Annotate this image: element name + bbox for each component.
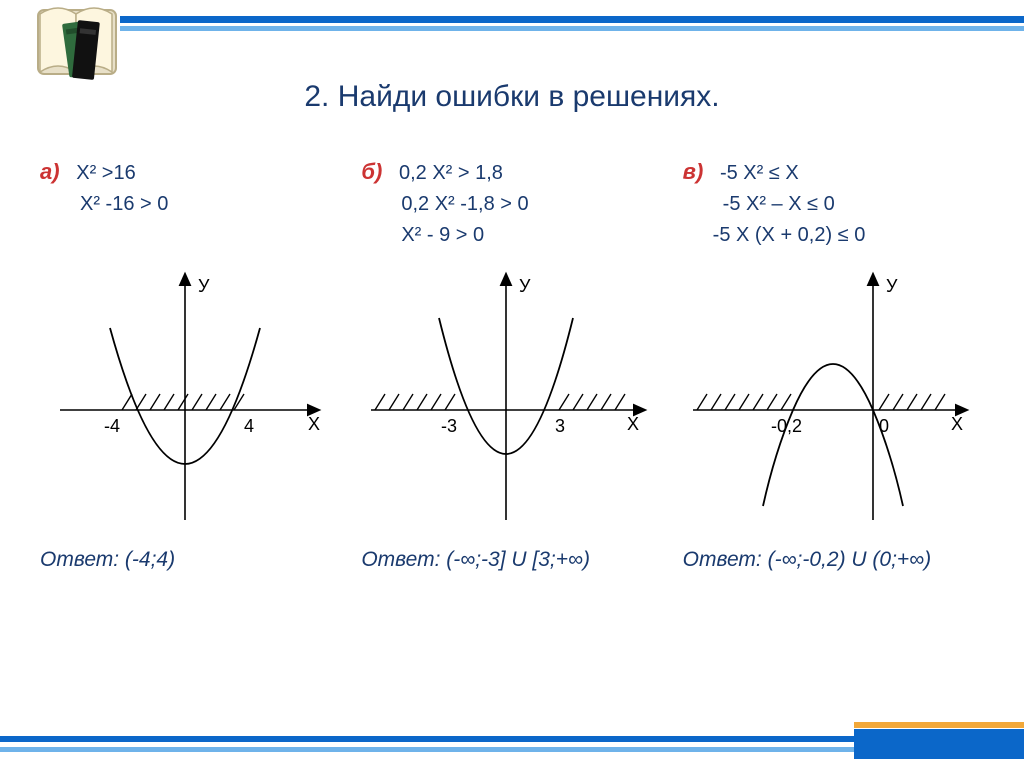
svg-text:У: У bbox=[519, 276, 531, 296]
svg-text:У: У bbox=[198, 276, 210, 296]
problem-a-graph: У Х -4 4 bbox=[40, 270, 330, 530]
problem-a-line1: Х² >16 bbox=[76, 162, 135, 184]
svg-text:Х: Х bbox=[951, 414, 963, 434]
problem-c-line1: -5 Х² ≤ Х bbox=[720, 162, 799, 184]
svg-text:3: 3 bbox=[555, 416, 565, 436]
svg-text:-4: -4 bbox=[104, 416, 120, 436]
problem-b-graph: У Х -3 3 bbox=[361, 270, 651, 530]
problem-c-label: в) bbox=[683, 159, 704, 184]
problem-c-line3: -5 Х (Х + 0,2) ≤ 0 bbox=[683, 220, 984, 251]
svg-text:Х: Х bbox=[308, 414, 320, 434]
svg-text:4: 4 bbox=[244, 416, 254, 436]
svg-text:У: У bbox=[886, 276, 898, 296]
svg-text:-3: -3 bbox=[441, 416, 457, 436]
problem-b-line1: 0,2 Х² > 1,8 bbox=[399, 162, 503, 184]
header-rule-top bbox=[120, 16, 1024, 23]
problem-b-label: б) bbox=[361, 159, 382, 184]
footer-block bbox=[854, 729, 1024, 759]
problem-b-line3: Х² - 9 > 0 bbox=[361, 220, 662, 251]
problem-c-graph: У Х bbox=[683, 270, 973, 530]
problem-c-answer: Ответ: (-∞;-0,2) U (0;+∞) bbox=[683, 548, 984, 572]
svg-text:Х: Х bbox=[627, 414, 639, 434]
problem-b-answer: Ответ: (-∞;-3] U [3;+∞) bbox=[361, 548, 662, 572]
svg-text:0: 0 bbox=[879, 416, 889, 436]
problem-a-line2: Х² -16 > 0 bbox=[40, 189, 341, 220]
page-title: 2. Найди ошибки в решениях. bbox=[0, 80, 1024, 114]
problem-c-line2: -5 Х² – Х ≤ 0 bbox=[683, 189, 984, 220]
problem-a: а) Х² >16 Х² -16 > 0 У Х bbox=[40, 155, 341, 572]
footer-rule bbox=[0, 736, 854, 752]
footer-bar bbox=[0, 728, 1024, 760]
problem-a-label: а) bbox=[40, 159, 60, 184]
problem-a-answer: Ответ: (-4;4) bbox=[40, 548, 341, 572]
problems-row: а) Х² >16 Х² -16 > 0 У Х bbox=[40, 155, 984, 572]
problem-b: б) 0,2 Х² > 1,8 0,2 Х² -1,8 > 0 Х² - 9 >… bbox=[361, 155, 662, 572]
problem-c: в) -5 Х² ≤ Х -5 Х² – Х ≤ 0 -5 Х (Х + 0,2… bbox=[683, 155, 984, 572]
header-rule-bottom bbox=[120, 26, 1024, 31]
problem-b-line2: 0,2 Х² -1,8 > 0 bbox=[361, 189, 662, 220]
